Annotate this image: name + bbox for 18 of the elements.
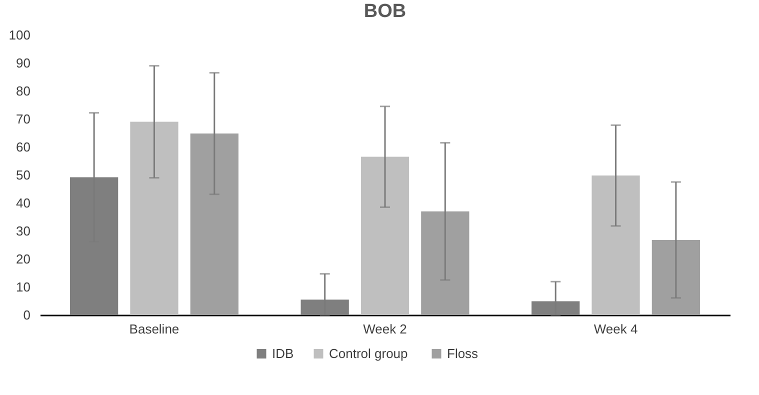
x-tick-label: Week 4 [594, 322, 638, 336]
chart-title: BOB [364, 1, 406, 22]
y-tick-label: 10 [16, 280, 30, 294]
y-tick-label: 100 [8, 28, 30, 42]
y-tick-label: 90 [16, 56, 30, 70]
x-tick-label: Week 2 [363, 322, 407, 336]
y-tick-label: 60 [16, 140, 30, 154]
legend-label: Floss [447, 346, 479, 361]
y-tick-label: 50 [16, 168, 30, 182]
legend-label: IDB [272, 346, 294, 361]
y-tick-label: 40 [16, 196, 30, 210]
legend-label: Control group [329, 346, 408, 361]
y-tick-label: 70 [16, 112, 30, 126]
y-tick-label: 30 [16, 224, 30, 238]
y-tick-label: 80 [16, 84, 30, 98]
y-tick-label: 20 [16, 252, 30, 266]
y-tick-label: 0 [23, 308, 30, 322]
x-tick-label: Baseline [129, 322, 180, 336]
